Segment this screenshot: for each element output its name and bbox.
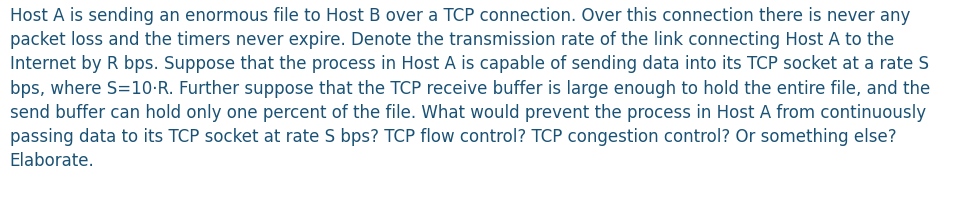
Text: Host A is sending an enormous file to Host B over a TCP connection. Over this co: Host A is sending an enormous file to Ho… bbox=[10, 7, 930, 170]
